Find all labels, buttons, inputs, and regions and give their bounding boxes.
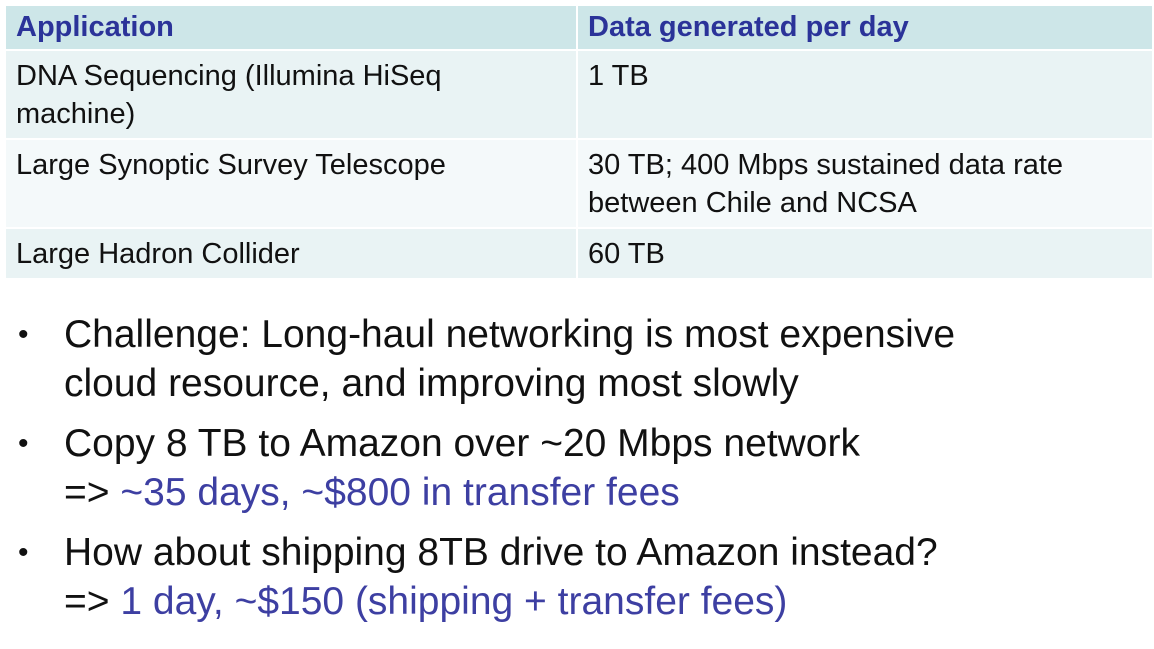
data-cell: 1 TB <box>578 51 1154 140</box>
result-highlight: 1 day, ~$150 (shipping + transfer fees) <box>120 580 788 623</box>
column-header-application: Application <box>6 6 578 51</box>
application-cell: DNA Sequencing (Illumina HiSeq machine) <box>6 51 578 140</box>
bullet-item-shipping: • How about shipping 8TB drive to Amazon… <box>0 528 1154 626</box>
bullet-dot-icon: • <box>18 427 29 460</box>
bullet-text-continued: cloud resource, and improving most slowl… <box>64 362 799 405</box>
bullet-item-copy: • Copy 8 TB to Amazon over ~20 Mbps netw… <box>0 419 1154 517</box>
column-header-data-per-day: Data generated per day <box>578 6 1154 51</box>
table-row: Large Synoptic Survey Telescope 30 TB; 4… <box>6 140 1154 229</box>
application-cell: Large Hadron Collider <box>6 229 578 280</box>
result-arrow: => <box>64 580 121 623</box>
bullet-result-line: => ~35 days, ~$800 in transfer fees <box>64 468 1154 517</box>
bullet-dot-icon: • <box>18 318 29 351</box>
table-header-row: Application Data generated per day <box>6 6 1154 51</box>
bullet-result-line: => 1 day, ~$150 (shipping + transfer fee… <box>64 577 1154 626</box>
bullet-item-challenge: • Challenge: Long-haul networking is mos… <box>0 310 1154 408</box>
data-table: Application Data generated per day DNA S… <box>6 6 1154 280</box>
bullet-text: Copy 8 TB to Amazon over ~20 Mbps networ… <box>64 422 860 465</box>
bullet-text: How about shipping 8TB drive to Amazon i… <box>64 531 938 574</box>
data-cell: 60 TB <box>578 229 1154 280</box>
table-row: DNA Sequencing (Illumina HiSeq machine) … <box>6 51 1154 140</box>
data-cell: 30 TB; 400 Mbps sustained data rate betw… <box>578 140 1154 229</box>
result-arrow: => <box>64 471 121 514</box>
table-row: Large Hadron Collider 60 TB <box>6 229 1154 280</box>
bullet-dot-icon: • <box>18 536 29 569</box>
bullet-text: Challenge: Long-haul networking is most … <box>64 313 956 356</box>
application-cell: Large Synoptic Survey Telescope <box>6 140 578 229</box>
result-highlight: ~35 days, ~$800 in transfer fees <box>120 471 680 514</box>
bullet-list: • Challenge: Long-haul networking is mos… <box>0 310 1154 637</box>
